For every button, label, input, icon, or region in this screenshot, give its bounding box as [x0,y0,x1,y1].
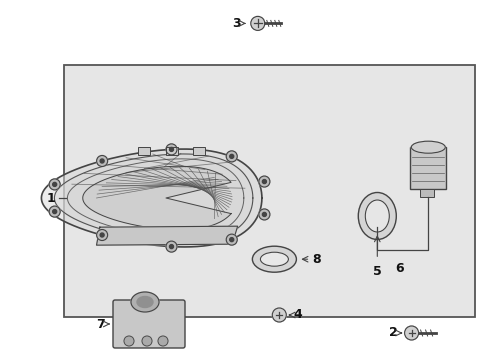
Circle shape [272,308,286,322]
Bar [138,147,150,155]
Ellipse shape [366,200,389,232]
Circle shape [53,183,57,186]
FancyBboxPatch shape [113,300,185,348]
Circle shape [230,154,234,158]
Polygon shape [42,149,262,247]
Circle shape [124,336,134,346]
Circle shape [405,326,418,340]
Circle shape [166,144,177,155]
Text: 8: 8 [313,253,321,266]
Circle shape [97,156,108,166]
Circle shape [170,147,173,152]
Bar [193,147,205,155]
Circle shape [97,230,108,240]
Bar [64,65,475,317]
Circle shape [53,210,57,213]
Circle shape [251,17,265,30]
Polygon shape [68,159,244,237]
Text: 2: 2 [389,327,397,339]
Polygon shape [97,226,238,245]
Ellipse shape [137,297,153,307]
Circle shape [226,234,237,245]
Circle shape [142,336,152,346]
Bar [166,147,177,155]
Text: 1: 1 [47,192,56,204]
Circle shape [259,209,270,220]
Circle shape [166,241,177,252]
Circle shape [259,176,270,187]
Circle shape [170,244,173,249]
Ellipse shape [358,193,396,239]
Text: 7: 7 [96,318,105,330]
Polygon shape [54,154,253,242]
Bar [410,147,446,189]
Bar [420,189,434,197]
Circle shape [230,238,234,242]
Circle shape [100,159,104,163]
Text: 4: 4 [294,309,302,321]
Text: 3: 3 [232,17,241,30]
Ellipse shape [260,252,289,266]
Circle shape [158,336,168,346]
Text: 6: 6 [395,262,404,275]
Text: 5: 5 [373,265,382,278]
Circle shape [262,180,267,184]
Ellipse shape [252,246,296,272]
Circle shape [49,179,60,190]
Ellipse shape [131,292,159,312]
Polygon shape [83,166,231,230]
Ellipse shape [411,141,445,153]
Circle shape [100,233,104,237]
Circle shape [262,212,267,216]
Circle shape [49,206,60,217]
Circle shape [226,151,237,162]
